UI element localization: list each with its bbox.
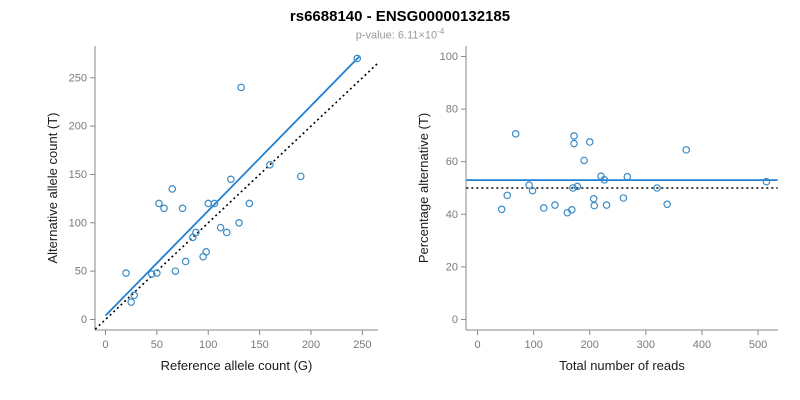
x-tick-label: 200 — [302, 339, 320, 351]
data-point — [623, 172, 632, 181]
data-point — [653, 184, 661, 192]
data-point — [589, 194, 598, 203]
identity-line — [94, 62, 379, 330]
data-point — [525, 181, 533, 189]
data-point — [570, 139, 578, 148]
y-tick-label: 150 — [69, 169, 87, 181]
data-point — [580, 156, 588, 165]
data-point — [153, 269, 161, 277]
data-point — [216, 223, 225, 232]
y-tick-label: 200 — [69, 121, 87, 133]
y-tick-label: 40 — [446, 209, 458, 221]
data-point — [353, 54, 362, 63]
pvalue-subtitle: p-value: 6.11×10-4 — [0, 27, 800, 42]
data-point — [168, 185, 177, 193]
scatter-ref-vs-alt-chart: 0 50 100 150 200 250 0 50 100 150 200 250 Reference … — [45, 46, 379, 373]
data-point — [570, 132, 578, 140]
data-point — [210, 199, 219, 208]
data-point — [585, 138, 594, 146]
x-tick-label: 100 — [199, 339, 217, 351]
data-point — [590, 201, 599, 210]
data-point — [237, 83, 245, 92]
data-point — [130, 291, 139, 300]
y-tick-label: 250 — [69, 72, 87, 84]
data-point — [600, 176, 609, 184]
x-tick-label: 500 — [749, 339, 767, 351]
scatter-reads-vs-pct-chart: 0 100 200 300 400 500 0 20 40 60 80 100 Total number… — [416, 46, 778, 373]
data-point — [528, 186, 537, 195]
x-tick-label: 200 — [581, 339, 599, 351]
data-point — [192, 228, 200, 237]
data-point — [155, 199, 163, 208]
data-point — [619, 194, 628, 202]
data-point — [171, 267, 180, 275]
x-tick-label: 250 — [353, 339, 371, 351]
x-axis-title: Reference allele count (G) — [161, 358, 313, 373]
data-point — [147, 270, 156, 278]
data-point — [127, 298, 135, 306]
x-tick-label: 50 — [151, 339, 163, 351]
data-point — [497, 205, 506, 214]
y-tick-label: 0 — [452, 314, 458, 326]
x-tick-label: 300 — [637, 339, 655, 351]
data-point — [602, 201, 611, 209]
x-axis-title: Total number of reads — [559, 358, 685, 373]
pvalue-text: p-value: 6.11×10 — [355, 29, 438, 42]
data-point — [122, 269, 130, 277]
data-point — [573, 182, 582, 191]
data-point — [551, 201, 559, 209]
data-point — [160, 204, 168, 213]
data-point — [296, 172, 305, 181]
data-point — [227, 175, 235, 184]
data-point — [567, 206, 576, 214]
data-point — [503, 191, 512, 200]
data-point — [569, 184, 577, 192]
data-point — [245, 199, 254, 208]
pvalue-exponent: -4 — [437, 27, 445, 36]
data-point — [682, 146, 691, 154]
data-point — [663, 200, 671, 209]
y-axis-title: Percentage alternative (T) — [416, 113, 431, 263]
y-tick-label: 0 — [81, 314, 87, 326]
y-tick-label: 20 — [446, 261, 458, 273]
y-tick-label: 50 — [75, 266, 87, 278]
page-title: rs6688140 - ENSG00000132185 — [289, 8, 511, 25]
data-point — [202, 248, 210, 256]
x-tick-label: 0 — [474, 339, 480, 351]
x-tick-label: 150 — [250, 339, 268, 351]
data-point — [181, 257, 190, 266]
data-point — [204, 199, 213, 208]
x-tick-label: 100 — [524, 339, 542, 351]
data-point — [539, 204, 548, 212]
y-axis-title: Alternative allele count (T) — [45, 112, 60, 263]
data-point — [511, 130, 520, 138]
y-tick-label: 100 — [69, 217, 87, 229]
data-point — [178, 204, 187, 213]
fit-line — [104, 55, 360, 317]
y-tick-label: 80 — [446, 104, 458, 116]
data-point — [222, 228, 231, 237]
x-tick-label: 400 — [693, 339, 711, 351]
data-point — [266, 160, 274, 169]
x-tick-label: 0 — [102, 339, 108, 351]
y-tick-label: 100 — [440, 51, 458, 63]
data-point — [762, 177, 771, 186]
y-tick-label: 60 — [446, 156, 458, 168]
data-point — [235, 219, 243, 227]
